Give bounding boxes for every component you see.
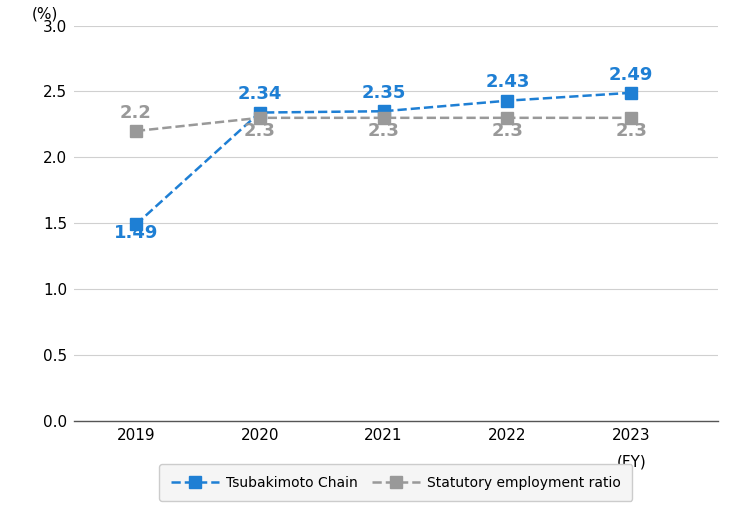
Text: 2.34: 2.34: [238, 85, 282, 103]
Text: 2.43: 2.43: [485, 73, 530, 91]
Text: 2.35: 2.35: [361, 84, 406, 102]
Text: 2.3: 2.3: [491, 122, 523, 140]
Text: 2.49: 2.49: [609, 66, 653, 84]
Text: (%): (%): [32, 7, 58, 22]
Text: 2.3: 2.3: [243, 122, 275, 140]
Text: (FY): (FY): [616, 454, 646, 469]
Legend: Tsubakimoto Chain, Statutory employment ratio: Tsubakimoto Chain, Statutory employment …: [160, 464, 632, 501]
Text: 1.49: 1.49: [114, 224, 158, 242]
Text: 2.3: 2.3: [615, 122, 647, 140]
Text: 2.2: 2.2: [120, 104, 152, 122]
Text: 2.3: 2.3: [368, 122, 400, 140]
